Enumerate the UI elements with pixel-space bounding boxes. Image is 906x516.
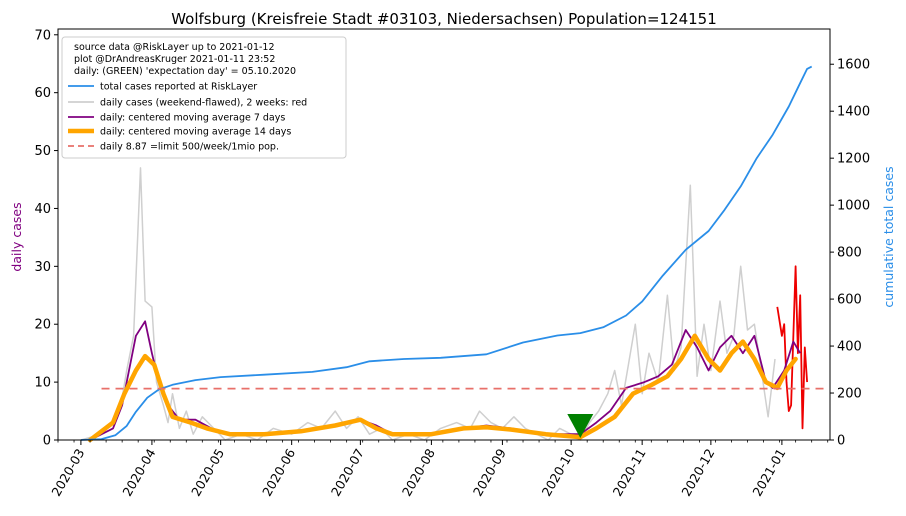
y-left-tick-label: 20 xyxy=(34,318,51,333)
legend: source data @RiskLayer up to 2021-01-12 … xyxy=(61,36,347,159)
series-total-cases xyxy=(80,65,813,441)
legend-entry-daily: daily cases (weekend-flawed), 2 weeks: r… xyxy=(100,98,307,109)
y-left-tick-label: 0 xyxy=(43,434,51,449)
series-layer xyxy=(80,65,813,443)
y-left-tick-label: 40 xyxy=(34,202,51,217)
legend-entry-limit: daily 8.87 =limit 500/week/1mio pop. xyxy=(100,142,279,153)
y-right-tick-label: 800 xyxy=(837,246,862,261)
y-left-tick-label: 30 xyxy=(34,260,51,275)
legend-entry-ma14: daily: centered moving average 14 days xyxy=(100,127,291,138)
series-daily-recent xyxy=(776,265,808,430)
legend-info-line: daily: (GREEN) 'expectation day' = 05.10… xyxy=(74,66,296,77)
chart-title: Wolfsburg (Kreisfreie Stadt #03103, Nied… xyxy=(171,10,717,28)
y-axis-left-label: daily cases xyxy=(9,202,24,271)
y-right-tick-label: 1400 xyxy=(837,105,870,120)
legend-info-line: source data @RiskLayer up to 2021-01-12 xyxy=(74,42,275,53)
legend-box xyxy=(61,36,347,159)
legend-entry-ma7: daily: centered moving average 7 days xyxy=(100,113,285,124)
legend-info-line: plot @DrAndreasKruger 2021-01-11 23:52 xyxy=(74,54,275,65)
marker-layer xyxy=(567,414,594,438)
series-ma14 xyxy=(87,333,798,443)
y-left-tick-label: 10 xyxy=(34,376,51,391)
y-right-tick-label: 200 xyxy=(837,387,862,402)
y-axis-right-label: cumulative total cases xyxy=(881,166,896,307)
y-right-tick-label: 0 xyxy=(837,434,845,449)
y-left-tick-label: 60 xyxy=(34,86,51,101)
y-right-tick-label: 1200 xyxy=(837,152,870,167)
y-right-tick-label: 1600 xyxy=(837,58,870,73)
legend-entry-total: total cases reported at RiskLayer xyxy=(100,82,257,93)
y-left-tick-label: 70 xyxy=(34,28,51,43)
y-right-tick-label: 600 xyxy=(837,293,862,308)
series-daily-cases xyxy=(80,167,776,441)
y-right-tick-label: 400 xyxy=(837,340,862,355)
y-right-tick-label: 1000 xyxy=(837,199,870,214)
plot-frame xyxy=(57,28,831,441)
expectation-day-marker xyxy=(567,414,594,438)
y-left-tick-label: 50 xyxy=(34,144,51,159)
